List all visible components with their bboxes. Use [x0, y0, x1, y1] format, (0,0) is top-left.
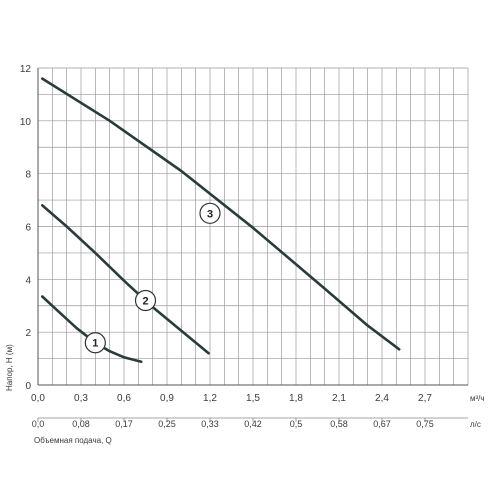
x-tick-label: 1,2: [203, 393, 217, 404]
y-tick-label: 2: [25, 328, 31, 339]
x2-tick-label: 0,75: [416, 419, 434, 429]
axes: [37, 68, 468, 422]
series-marker-circle-1: [84, 332, 106, 354]
x-tick-label: 2,1: [332, 393, 346, 404]
x-tick-label: 0,0: [31, 393, 45, 404]
x2-tick-label: 0,0: [32, 419, 45, 429]
y-axis-label: Напор, Н (м): [5, 344, 14, 391]
series-marker-circle-2: [134, 289, 157, 312]
x2-tick-label: 0,58: [330, 419, 348, 429]
x-tick-label: 0,9: [160, 393, 174, 404]
x2-tick-label: 0,08: [72, 419, 90, 429]
series-marker-label-2: 2: [142, 295, 148, 307]
x2-tick-label: 0,67: [373, 419, 391, 429]
x-axis-unit-primary: м³/ч: [470, 394, 485, 403]
series-marker-circle-3: [199, 202, 221, 224]
x-tick-label: 2,4: [375, 393, 389, 404]
series-markers: 1 2 3: [84, 202, 221, 354]
x2-tick-label: 0,5: [290, 419, 303, 429]
x2-tick-label: 0,25: [158, 419, 176, 429]
series-line-3: [41, 77, 401, 351]
y-tick-label: 6: [25, 223, 31, 234]
x-tick-label: 0,6: [117, 393, 131, 404]
x2-tick-label: 0,17: [115, 419, 133, 429]
x-tick-label: 0,3: [74, 393, 88, 404]
x2-tick-label: 0,42: [244, 419, 262, 429]
y-tick-label: 4: [25, 275, 31, 286]
x-tick-label: 1,8: [289, 393, 303, 404]
y-tick-label: 8: [25, 170, 31, 181]
series-marker-label-1: 1: [92, 338, 98, 350]
x2-tick-label: 0,33: [201, 419, 219, 429]
series-marker-label-3: 3: [207, 208, 213, 220]
x-axis-unit-secondary: л/с: [470, 420, 481, 429]
y-tick-label: 12: [20, 64, 32, 75]
y-tick-label: 10: [20, 117, 32, 128]
y-tick-label: 0: [25, 381, 31, 392]
x-axis-label: Объемная подача, Q: [34, 436, 112, 445]
series-line-2: [41, 204, 210, 355]
x-tick-label: 2,7: [418, 393, 432, 404]
x-tick-label: 1,5: [246, 393, 260, 404]
